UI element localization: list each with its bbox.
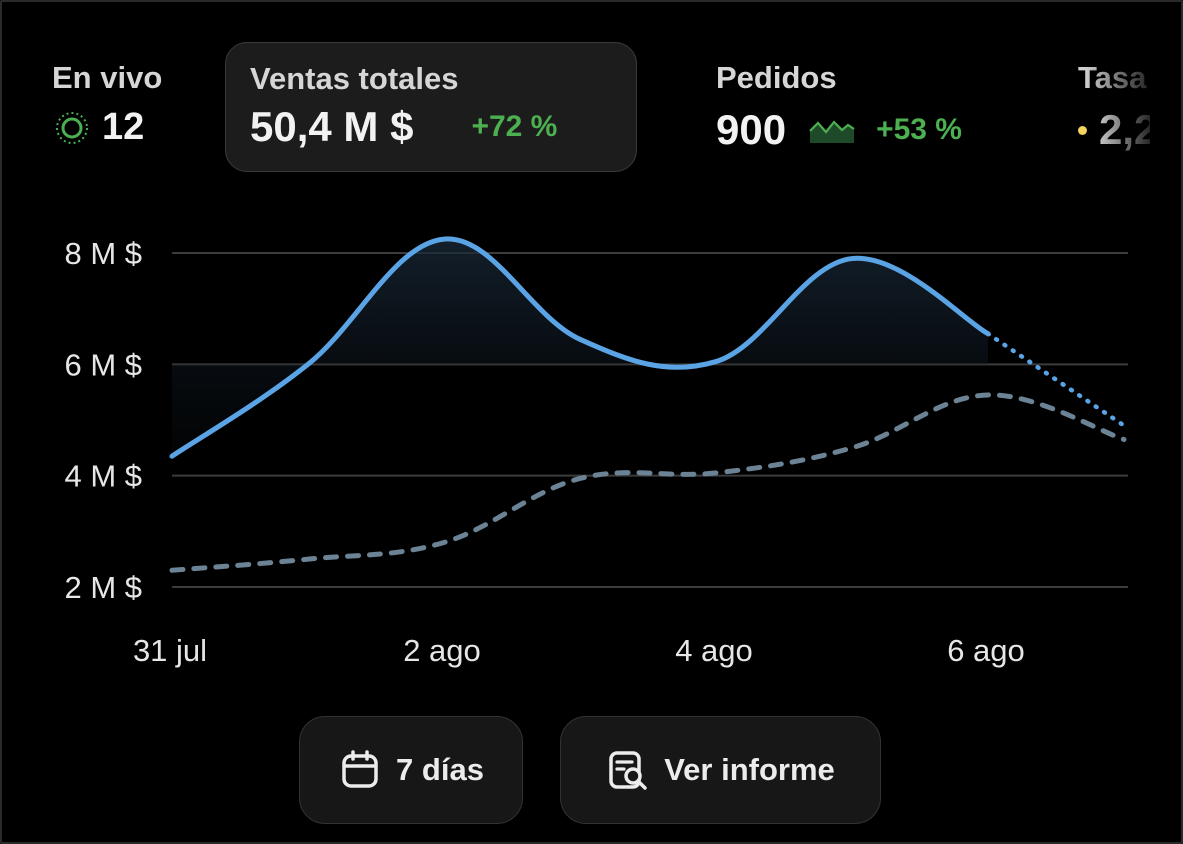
chart-y-tick-labels: 2 M $ 4 M $ 6 M $ 8 M $	[64, 236, 142, 605]
sparkline-icon	[809, 120, 855, 143]
metric-rate-value: 2,2	[1099, 106, 1150, 153]
current-period-projection	[985, 331, 1127, 428]
view-report-label: Ver informe	[664, 752, 835, 787]
y-tick-label: 6 M $	[64, 347, 142, 382]
rate-status-dot	[1078, 125, 1087, 135]
calendar-icon	[342, 750, 378, 788]
metrics-strip: En vivo 12 Ventas totales 50,4 M $ +72 %…	[0, 0, 1150, 190]
y-tick-label: 2 M $	[64, 570, 142, 605]
report-search-icon	[609, 751, 647, 790]
metric-live-label: En vivo	[52, 60, 163, 95]
metric-orders-label: Pedidos	[716, 60, 837, 95]
current-period-line	[169, 236, 991, 459]
metric-rate-label: Tasa	[1078, 60, 1147, 95]
view-report-button[interactable]: Ver informe	[560, 716, 881, 824]
chart-series	[169, 236, 1127, 573]
metric-orders-value: 900	[716, 106, 787, 153]
x-tick-label: 31 jul	[133, 633, 207, 668]
metric-orders-change: +53 %	[876, 113, 962, 146]
chart-x-tick-labels: 31 jul 2 ago 4 ago 6 ago	[133, 633, 1025, 668]
x-tick-label: 2 ago	[403, 633, 481, 668]
current-period-area	[172, 238, 988, 457]
metric-rate[interactable]: Tasa 2,2	[1078, 60, 1150, 154]
metric-orders[interactable]: Pedidos 900 +53 %	[716, 60, 962, 154]
sales-chart-svg: 2 M $ 4 M $ 6 M $ 8 M $ 31 jul 2 ago 4 ago 6 a…	[64, 236, 1128, 668]
date-range-label: 7 días	[396, 752, 484, 787]
metric-sales-label: Ventas totales	[250, 61, 459, 96]
sales-chart: 2 M $ 4 M $ 6 M $ 8 M $ 31 jul 2 ago 4 ago 6 a…	[0, 200, 1183, 690]
metric-sales-value: 50,4 M $	[250, 103, 414, 150]
chart-gridlines	[172, 252, 1128, 588]
metric-sales-change: +72 %	[471, 110, 558, 143]
metric-live-value: 12	[102, 106, 145, 148]
y-tick-label: 8 M $	[64, 236, 142, 271]
metric-total-sales[interactable]: Ventas totales 50,4 M $ +72 %	[225, 42, 637, 172]
y-tick-label: 4 M $	[64, 459, 142, 494]
x-tick-label: 6 ago	[947, 633, 1025, 668]
live-pulse-icon	[56, 111, 88, 144]
metric-live-visitors[interactable]: En vivo 12	[52, 60, 162, 149]
date-range-button[interactable]: 7 días	[299, 716, 523, 824]
previous-period-line	[169, 392, 1127, 573]
x-tick-label: 4 ago	[675, 633, 753, 668]
